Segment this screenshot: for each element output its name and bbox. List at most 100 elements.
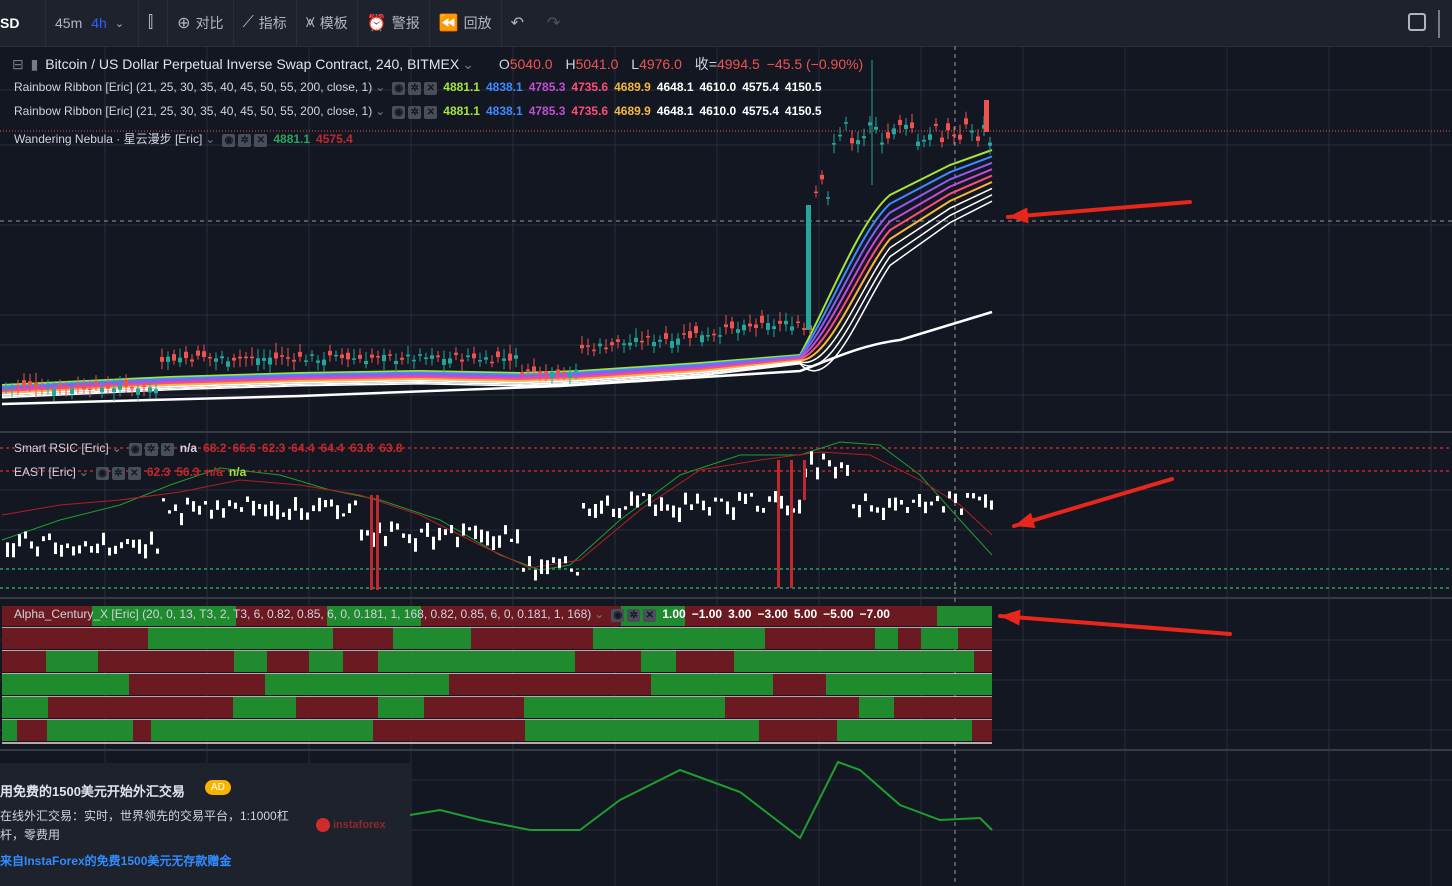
close-icon[interactable]: ✕ [424,82,438,96]
close-icon[interactable]: ✕ [127,467,141,481]
indicator-name[interactable]: Rainbow Ribbon [Eric] (21, 25, 30, 35, 4… [14,104,373,118]
close-icon[interactable]: ✕ [643,609,657,623]
price-chart[interactable] [0,46,1452,886]
rsi-candle [828,460,831,467]
candle [436,355,440,358]
indicator-value: 4648.1 [656,104,694,118]
indicator-name[interactable]: Rainbow Ribbon [Eric] (21, 25, 30, 35, 4… [14,80,373,94]
close-icon[interactable]: ✕ [424,106,438,120]
chevron-down-icon[interactable]: ⌄ [375,104,386,118]
rsi-candle [588,508,591,517]
candle [388,354,392,356]
alerts-button[interactable]: ⏰ 警报 [358,0,430,46]
indicator-buttons[interactable]: ◉ ✲ ✕ [392,80,440,96]
alpha-band-cell [343,651,378,672]
ad-text: 在线外汇交易：实时，世界领先的交易平台，1:1000杠杆，零费用 [0,809,289,842]
eye-icon[interactable]: ◉ [392,82,406,96]
rsi-candle [942,506,945,513]
rsi-candle [666,504,669,511]
instaforex-logo-icon [316,818,330,832]
rsi-candle [450,525,453,534]
alpha-band-cell [796,697,859,718]
chevron-down-icon[interactable]: ⌄ [111,441,122,455]
indicator-buttons[interactable]: ◉ ✲ ✕ [128,441,177,457]
compare-button[interactable]: ⊕ 对比 [168,0,234,46]
candle [484,357,488,360]
interval-45m[interactable]: 45m [55,15,83,31]
candle [658,339,662,342]
candle [406,354,410,357]
rsi-spike-bar [370,495,373,590]
interval-4h[interactable]: 4h ⌄ [91,0,140,46]
indicator-value: 4575.4 [742,104,779,118]
indicator-name[interactable]: Wandering Nebula · 星云漫步 [Eric] [14,132,203,146]
chart-type-button[interactable]: ⫿ [139,0,169,46]
candles [4,60,992,401]
replay-button[interactable]: ⏪ 回放 [430,0,502,46]
fullscreen-icon[interactable] [1408,13,1426,31]
indicator-buttons[interactable]: ◉ ✲ ✕ [392,104,440,120]
rsi-candle [228,500,231,507]
rsi-candle [870,505,873,512]
symbol-search[interactable]: SD [0,0,46,46]
collapse-icon[interactable]: ⊟ [12,56,24,72]
eye-icon[interactable]: ◉ [222,134,236,148]
rsi-candle [972,493,975,499]
gear-icon[interactable]: ✲ [408,82,422,96]
indicator-name[interactable]: Smart RSIC [Eric] [14,441,109,455]
indicator-name[interactable]: EAST [Eric] [14,465,76,479]
rsi-candle [924,501,927,514]
ad-title[interactable]: 用免费的1500美元开始外汇交易 [0,784,185,799]
rsi-candle [780,495,783,509]
close-icon[interactable]: ✕ [254,134,268,148]
candle [142,385,146,388]
gear-icon[interactable]: ✲ [408,106,422,120]
indicator-buttons[interactable]: ◉ ✲ ✕ [222,132,270,148]
bottom-pane [409,760,993,840]
gear-icon[interactable]: ✲ [111,467,125,481]
eye-icon[interactable]: ◉ [611,609,625,623]
rsi-candle [6,542,9,558]
rsi-candle [318,497,321,512]
redo-button[interactable]: ↷ [538,0,574,46]
rsi-candle [60,544,63,557]
candle [490,361,494,364]
indicator-buttons[interactable]: ◉ ✲ ✕ [95,465,144,481]
chevron-down-icon[interactable]: ⌄ [205,132,216,146]
close-icon[interactable]: ✕ [160,443,174,457]
indicator-buttons[interactable]: ◉ ✲ ✕ [611,607,659,623]
eye-icon[interactable]: ◉ [95,467,109,481]
templates-button[interactable]: ⩙ 模板 [297,0,358,46]
ad-link[interactable]: 来自InstaForex的免费1500美元无存款赠金 [0,854,232,868]
alpha-band-cell [324,720,373,741]
rsi-candle [462,523,465,536]
undo-button[interactable]: ↶ [502,0,538,46]
annotation-arrows [998,200,1232,636]
chevron-down-icon[interactable]: ⌄ [375,80,386,94]
alpha-band-cell [151,720,218,741]
indicator-value: 4881.1 [273,132,311,146]
rsi-candle [114,545,117,554]
indicator-name[interactable]: Alpha_Century_X [Eric] (20, 0, 13, T3, 2… [14,607,592,621]
chevron-down-icon[interactable]: ⌄ [78,465,89,479]
gear-icon[interactable]: ✲ [144,443,158,457]
candle [100,387,104,393]
chevron-down-icon[interactable]: ⌄ [594,607,605,621]
gear-icon[interactable]: ✲ [627,609,641,623]
rsi-candle [492,536,495,550]
alpha-band-cell [2,606,43,626]
rsi-candle [192,501,195,512]
candle [742,324,746,331]
eye-icon[interactable]: ◉ [128,443,142,457]
rsi-candle [546,560,549,575]
candle [772,326,776,330]
candle [892,128,896,135]
chevron-down-icon[interactable]: ⌄ [462,56,474,72]
rsi-candle [108,547,111,556]
eye-icon[interactable]: ◉ [392,106,406,120]
gear-icon[interactable]: ✲ [238,134,252,148]
indicators-button[interactable]: ⟋ 指标 [234,0,297,46]
alpha-band-cell [506,674,544,695]
ad-banner[interactable]: 用免费的1500美元开始外汇交易 AD 在线外汇交易：实时，世界领先的交易平台，… [0,763,410,886]
indicator-value: 4785.3 [528,104,566,118]
